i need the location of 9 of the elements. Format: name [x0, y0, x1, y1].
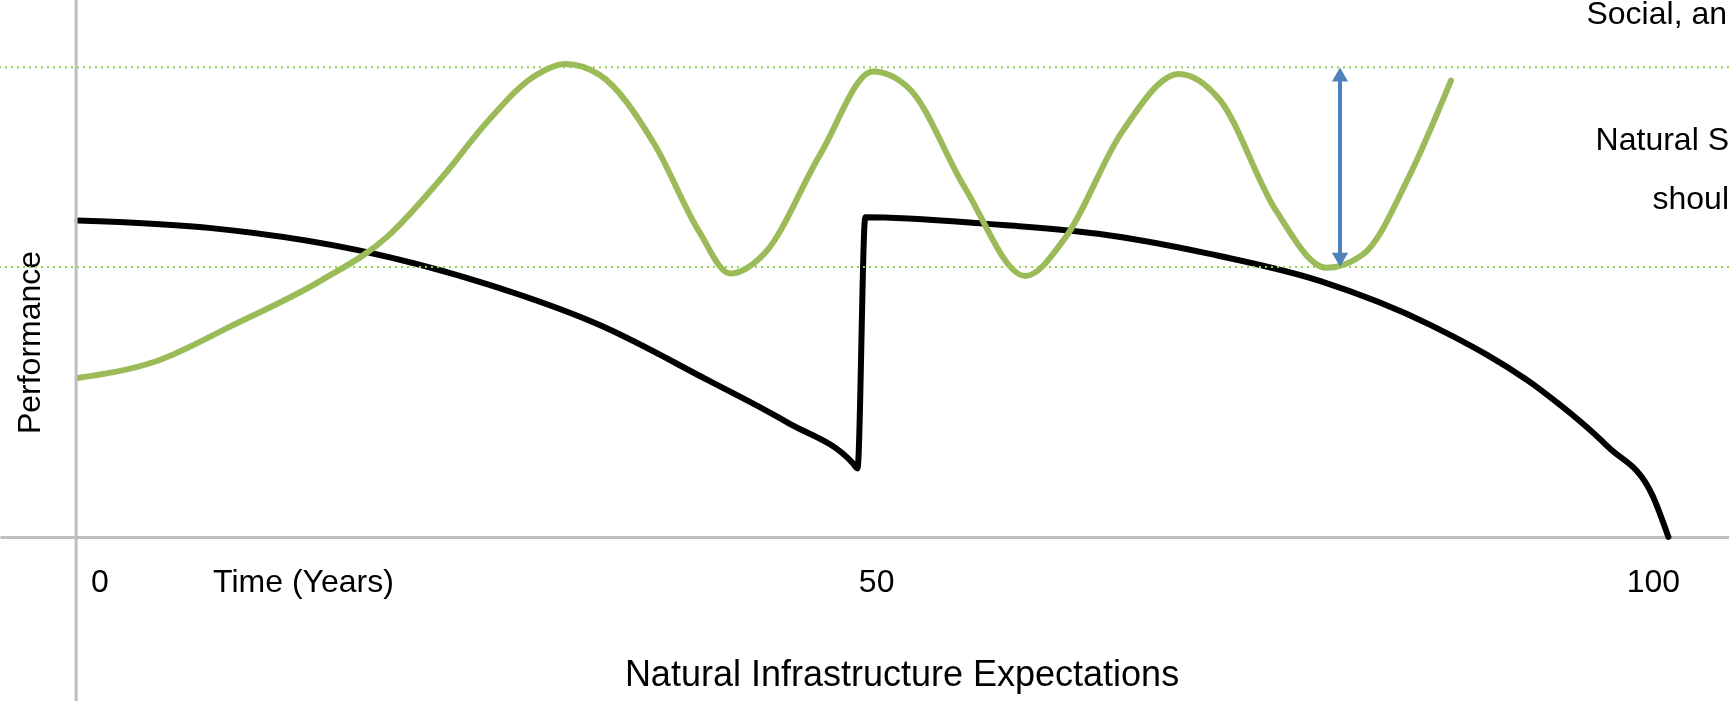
x-tick-label: 0 — [91, 562, 109, 599]
annotation: Natural S — [1595, 121, 1729, 157]
text: Social, an — [1586, 0, 1727, 31]
y-axis-title: Performance — [11, 250, 48, 435]
x-axis-title: Time (Years) — [213, 562, 394, 599]
annotation: shoul — [1652, 180, 1729, 216]
text: Natural Infrastructure Expectations — [624, 653, 1180, 694]
x-tick-label: 100 — [1626, 562, 1681, 599]
x-tick-label: 50 — [858, 562, 895, 599]
